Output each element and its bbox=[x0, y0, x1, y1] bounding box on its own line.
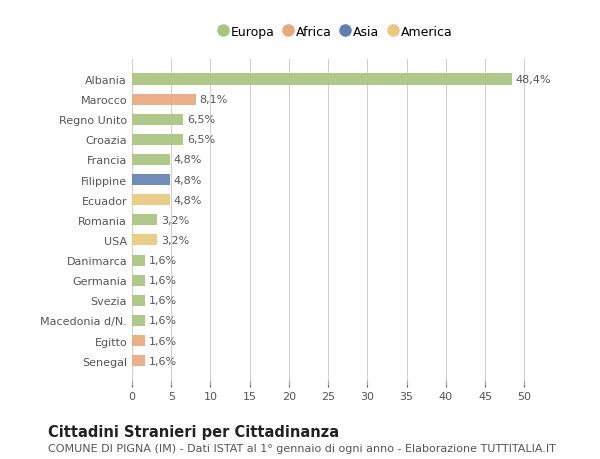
Text: 4,8%: 4,8% bbox=[173, 175, 202, 185]
Bar bbox=[132, 195, 170, 206]
Legend: Europa, Africa, Asia, America: Europa, Africa, Asia, America bbox=[215, 21, 457, 44]
Text: 1,6%: 1,6% bbox=[148, 356, 176, 366]
Text: 1,6%: 1,6% bbox=[148, 296, 176, 306]
Text: 1,6%: 1,6% bbox=[148, 256, 176, 265]
Bar bbox=[132, 114, 183, 125]
Text: 8,1%: 8,1% bbox=[199, 95, 228, 105]
Bar bbox=[132, 134, 183, 146]
Text: COMUNE DI PIGNA (IM) - Dati ISTAT al 1° gennaio di ogni anno - Elaborazione TUTT: COMUNE DI PIGNA (IM) - Dati ISTAT al 1° … bbox=[48, 443, 556, 453]
Text: 3,2%: 3,2% bbox=[161, 235, 189, 246]
Bar bbox=[132, 295, 145, 306]
Text: Cittadini Stranieri per Cittadinanza: Cittadini Stranieri per Cittadinanza bbox=[48, 425, 339, 440]
Text: 6,5%: 6,5% bbox=[187, 135, 215, 145]
Bar bbox=[132, 255, 145, 266]
Text: 3,2%: 3,2% bbox=[161, 215, 189, 225]
Bar bbox=[132, 74, 512, 85]
Bar bbox=[132, 355, 145, 366]
Text: 4,8%: 4,8% bbox=[173, 155, 202, 165]
Text: 4,8%: 4,8% bbox=[173, 195, 202, 205]
Text: 1,6%: 1,6% bbox=[148, 275, 176, 285]
Bar bbox=[132, 215, 157, 226]
Bar bbox=[132, 275, 145, 286]
Text: 6,5%: 6,5% bbox=[187, 115, 215, 125]
Bar bbox=[132, 174, 170, 186]
Bar bbox=[132, 95, 196, 106]
Bar bbox=[132, 155, 170, 166]
Text: 1,6%: 1,6% bbox=[148, 316, 176, 326]
Bar bbox=[132, 235, 157, 246]
Text: 1,6%: 1,6% bbox=[148, 336, 176, 346]
Bar bbox=[132, 315, 145, 326]
Text: 48,4%: 48,4% bbox=[515, 75, 551, 85]
Bar bbox=[132, 335, 145, 346]
